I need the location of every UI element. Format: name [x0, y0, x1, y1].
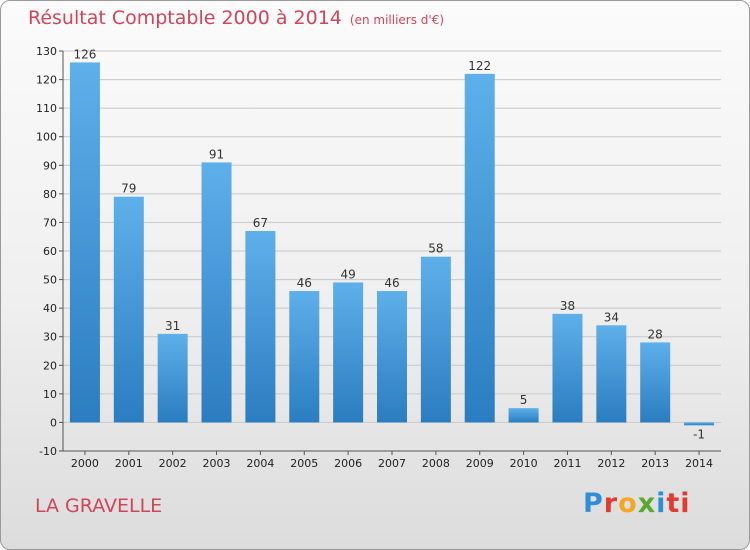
x-tick-label: 2011: [553, 457, 581, 470]
y-tick-label: 20: [43, 359, 57, 372]
x-tick-label: 2006: [334, 457, 362, 470]
bar-2007: [377, 291, 407, 423]
logo-letter: i: [656, 488, 667, 519]
y-tick-label: -10: [39, 445, 57, 458]
bar-2006: [333, 282, 364, 423]
x-tick-label: 2004: [246, 457, 274, 470]
y-tick-label: 90: [43, 159, 57, 172]
commune-name: LA GRAVELLE: [35, 495, 163, 517]
bar-2014: [684, 422, 715, 426]
data-label: 91: [209, 147, 224, 161]
data-label: 67: [253, 216, 268, 230]
bar-2012: [596, 325, 627, 423]
data-label: -1: [693, 427, 705, 441]
bars: [69, 62, 715, 426]
y-tick-label: 10: [43, 388, 57, 401]
logo-letter: r: [603, 488, 619, 519]
x-tick-label: 2012: [597, 457, 625, 470]
data-label: 126: [73, 47, 96, 61]
axes: [59, 50, 721, 455]
bar-2005: [289, 291, 320, 423]
y-tick-label: 110: [36, 102, 57, 115]
x-tick-label: 2003: [203, 457, 231, 470]
bar-2011: [552, 313, 583, 423]
x-tick-label: 2002: [159, 457, 187, 470]
bar-2001: [113, 196, 144, 423]
data-label: 46: [297, 276, 312, 290]
data-label: 31: [165, 319, 180, 333]
data-label: 34: [604, 310, 619, 324]
data-label: 38: [560, 299, 575, 313]
x-tick-label: 2001: [115, 457, 143, 470]
x-tick-label: 2014: [685, 457, 713, 470]
y-tick-label: 130: [36, 45, 57, 58]
y-tick-label: 80: [43, 188, 57, 201]
bar-2003: [201, 162, 232, 423]
x-tick-label: 2000: [71, 457, 99, 470]
x-tick-label: 2008: [422, 457, 450, 470]
x-tick-label: 2007: [378, 457, 406, 470]
data-label: 122: [468, 59, 491, 73]
data-label: 79: [121, 182, 136, 196]
y-tick-label: 0: [50, 416, 57, 429]
y-tick-label: 120: [36, 74, 57, 87]
data-label: 58: [428, 242, 443, 256]
y-tick-label: 50: [43, 274, 57, 287]
y-tick-label: 40: [43, 302, 57, 315]
y-tick-label: 100: [36, 131, 57, 144]
bar-2004: [245, 231, 276, 423]
y-tick-label: 30: [43, 331, 57, 344]
logo-letter: x: [637, 488, 657, 519]
y-tick-label: 70: [43, 216, 57, 229]
chart-subtitle: (en milliers d'€): [349, 13, 445, 27]
x-tick-label: 2013: [641, 457, 669, 470]
bar-2013: [640, 342, 671, 423]
x-tick-label: 2009: [466, 457, 494, 470]
bar-2008: [420, 256, 451, 423]
labels: -10 0 10 20 30 40 50 60 70 80 90 100 110 120 130 2000 12…: [36, 45, 713, 470]
y-tick-label: 60: [43, 245, 57, 258]
x-tick-label: 2010: [510, 457, 538, 470]
data-label: 28: [648, 327, 663, 341]
x-tick-label: 2005: [290, 457, 318, 470]
logo-letter: P: [583, 488, 604, 519]
bar-2002: [157, 333, 188, 423]
proxiti-logo: Proxiti: [583, 488, 691, 519]
data-label: 49: [340, 267, 355, 281]
chart-title-row: Résultat Comptable 2000 à 2014 (en millie…: [28, 7, 444, 29]
logo-letter: o: [618, 488, 638, 519]
data-label: 5: [520, 393, 528, 407]
chart-title: Résultat Comptable 2000 à 2014: [28, 7, 342, 29]
data-label: 46: [384, 276, 399, 290]
bar-2000: [69, 62, 100, 423]
bar-2009: [464, 73, 495, 423]
logo-letter: ti: [666, 488, 691, 519]
bar-2010: [508, 408, 539, 423]
